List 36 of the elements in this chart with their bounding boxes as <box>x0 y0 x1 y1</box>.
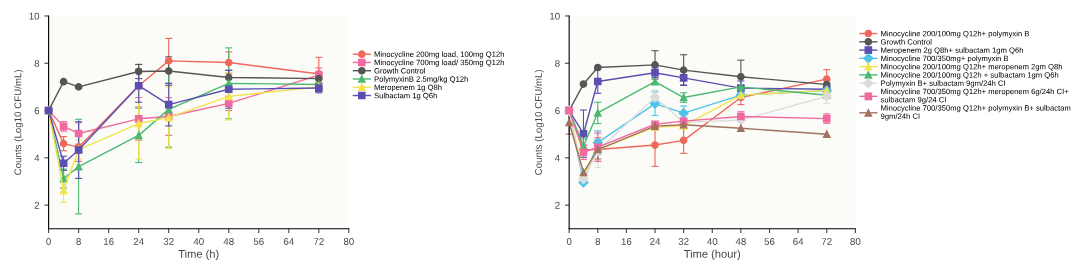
x-tick-label: 8 <box>595 238 601 245</box>
x-tick-label: 16 <box>621 238 632 245</box>
x-tick-label: 32 <box>678 238 689 245</box>
x-tick-label: 40 <box>707 238 718 245</box>
x-tick-label: 72 <box>313 238 324 245</box>
y-tick-label: 2 <box>555 201 560 209</box>
y-tick-label: 8 <box>34 59 40 67</box>
y-axis-title: Counts (Log10 CFU/mL) <box>534 70 544 175</box>
y-tick-label: 2 <box>34 201 40 209</box>
x-tick-label: 8 <box>76 238 81 245</box>
y-tick-label: 4 <box>34 154 40 162</box>
x-tick-label: 48 <box>223 238 234 245</box>
x-tick-label: 24 <box>650 238 661 245</box>
x-tick-label: 0 <box>566 238 572 245</box>
x-tick-label: 16 <box>103 238 114 245</box>
y-tick-label: 6 <box>34 107 40 115</box>
x-tick-label: 24 <box>133 238 144 245</box>
x-tick-label: 40 <box>193 238 204 245</box>
x-axis-title: Time (hour) <box>684 249 741 260</box>
x-tick-label: 48 <box>735 238 746 245</box>
y-tick-label: 6 <box>555 107 560 115</box>
x-tick-label: 80 <box>850 238 861 245</box>
x-tick-label: 32 <box>163 238 174 245</box>
x-tick-label: 56 <box>764 238 775 245</box>
x-axis-title: Time (h) <box>178 249 219 260</box>
y-tick-label: 4 <box>554 154 560 162</box>
x-tick-label: 80 <box>343 238 354 245</box>
y-tick-label: 10 <box>550 12 560 20</box>
y-tick-label: 8 <box>555 59 560 67</box>
x-tick-label: 64 <box>283 238 294 245</box>
y-axis-title: Counts (Log10 CFU/mL) <box>14 70 24 175</box>
x-tick-label: 64 <box>793 238 804 245</box>
x-tick-label: 56 <box>253 238 264 245</box>
x-tick-label: 72 <box>821 238 832 245</box>
y-tick-label: 10 <box>29 12 40 20</box>
x-tick-label: 0 <box>46 238 51 245</box>
